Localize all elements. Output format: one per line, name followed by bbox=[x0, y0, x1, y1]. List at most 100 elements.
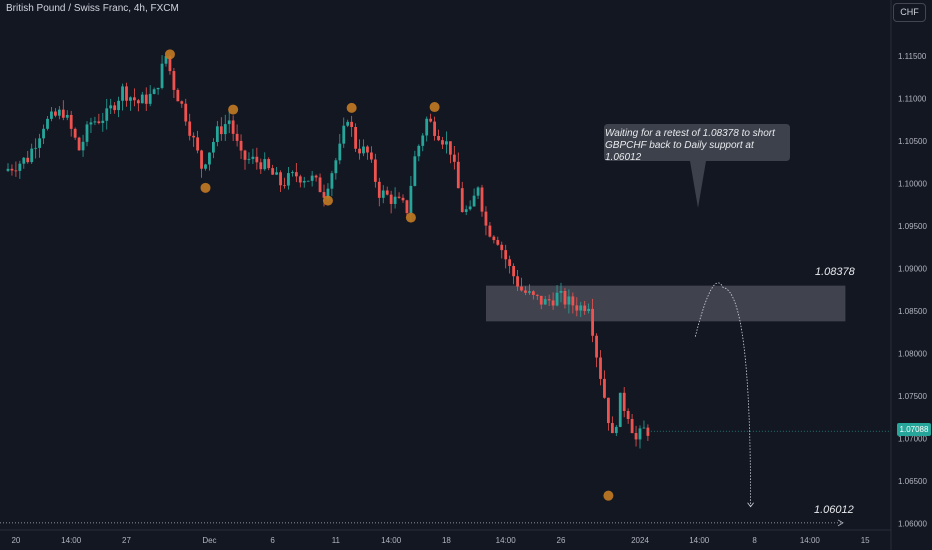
x-tick-label: 6 bbox=[270, 536, 275, 545]
y-tick-label: 1.06500 bbox=[898, 477, 927, 486]
candle-body bbox=[73, 128, 77, 138]
candle-body bbox=[212, 141, 215, 153]
support-line-arrow bbox=[837, 519, 844, 527]
candle-body bbox=[101, 120, 105, 123]
candle-body bbox=[97, 121, 101, 123]
candle-body bbox=[393, 196, 397, 204]
candle-body bbox=[551, 300, 555, 306]
chart-title: British Pound / Swiss Franc, 4h, FXCM bbox=[6, 3, 179, 14]
candle-body bbox=[50, 111, 53, 119]
candle-body bbox=[520, 286, 523, 291]
candle-body bbox=[642, 427, 646, 429]
candle-body bbox=[251, 156, 255, 159]
candle-body bbox=[456, 161, 460, 189]
candle-body bbox=[370, 152, 373, 160]
candle-body bbox=[445, 141, 448, 145]
level-label-resistance: 1.08378 bbox=[815, 266, 855, 278]
candle-body bbox=[531, 291, 535, 295]
candle-body bbox=[263, 159, 267, 170]
candle-body bbox=[610, 423, 614, 434]
x-tick-label: 14:00 bbox=[381, 536, 402, 545]
candle-body bbox=[121, 86, 124, 101]
candle-body bbox=[468, 206, 472, 210]
candle-body bbox=[539, 295, 543, 305]
candle-body bbox=[607, 397, 610, 424]
candle-body bbox=[496, 240, 500, 245]
candle-body bbox=[630, 419, 634, 434]
candle-body bbox=[567, 296, 571, 305]
candle-body bbox=[603, 378, 606, 398]
candle-body bbox=[460, 188, 464, 213]
candle-body bbox=[417, 145, 421, 157]
candle-body bbox=[30, 148, 34, 163]
level-label-support: 1.06012 bbox=[814, 504, 854, 516]
candle-body bbox=[555, 292, 559, 306]
candle-body bbox=[156, 87, 160, 90]
candle-body bbox=[449, 141, 452, 155]
candle-body bbox=[239, 140, 243, 151]
candle-body bbox=[129, 97, 132, 101]
candle-body bbox=[294, 172, 298, 177]
swing-marker bbox=[200, 182, 211, 193]
candle-body bbox=[81, 141, 85, 151]
candle-body bbox=[215, 126, 219, 142]
candle-body bbox=[508, 259, 512, 266]
x-tick-label: 20 bbox=[11, 536, 20, 545]
candle-body bbox=[227, 120, 231, 125]
y-tick-label: 1.10500 bbox=[898, 137, 927, 146]
projection-arrow bbox=[747, 502, 754, 508]
candle-body bbox=[172, 71, 176, 90]
swing-marker bbox=[405, 212, 416, 223]
candle-body bbox=[500, 244, 504, 251]
candle-body bbox=[575, 305, 579, 311]
candle-body bbox=[646, 427, 650, 436]
x-tick-label: 14:00 bbox=[496, 536, 517, 545]
candle-body bbox=[579, 305, 583, 311]
candle-body bbox=[634, 433, 638, 440]
candle-body bbox=[65, 114, 69, 118]
candle-body bbox=[125, 86, 128, 101]
candle-body bbox=[543, 299, 547, 305]
y-tick-label: 1.07000 bbox=[898, 435, 927, 444]
candle-body bbox=[358, 148, 361, 154]
candle-body bbox=[480, 187, 484, 212]
candle-body bbox=[247, 158, 251, 160]
candle-body bbox=[105, 108, 109, 121]
x-tick-label: 18 bbox=[442, 536, 451, 545]
candle-body bbox=[287, 173, 290, 186]
candle-body bbox=[405, 200, 409, 214]
projection-path bbox=[694, 282, 752, 507]
candle-body bbox=[61, 109, 65, 118]
candle-body bbox=[421, 135, 425, 146]
x-tick-label: 14:00 bbox=[800, 536, 821, 545]
y-tick-label: 1.08500 bbox=[898, 307, 927, 316]
candle-body bbox=[204, 164, 207, 169]
candle-body bbox=[148, 93, 152, 104]
candle-body bbox=[413, 156, 417, 186]
y-tick-label: 1.06000 bbox=[898, 520, 927, 529]
candle-body bbox=[219, 126, 223, 135]
candle-body bbox=[535, 294, 539, 296]
candle-body bbox=[464, 209, 468, 213]
candle-body bbox=[223, 124, 227, 135]
candle-body bbox=[622, 392, 626, 411]
swing-marker bbox=[603, 490, 614, 501]
candle-body bbox=[318, 177, 322, 193]
candle-body bbox=[267, 159, 271, 169]
candle-body bbox=[160, 63, 164, 88]
candle-body bbox=[366, 146, 369, 153]
candle-body bbox=[152, 89, 156, 94]
candle-body bbox=[476, 187, 480, 196]
currency-button[interactable]: CHF bbox=[893, 3, 926, 22]
candle-body bbox=[38, 138, 41, 148]
candle-body bbox=[57, 109, 61, 116]
candle-body bbox=[168, 56, 172, 72]
candle-body bbox=[330, 173, 334, 189]
last-price-tag: 1.07088 bbox=[897, 423, 931, 436]
candle-body bbox=[492, 236, 496, 241]
candle-body bbox=[433, 121, 436, 136]
x-tick-label: 8 bbox=[752, 536, 757, 545]
candle-body bbox=[275, 172, 278, 175]
